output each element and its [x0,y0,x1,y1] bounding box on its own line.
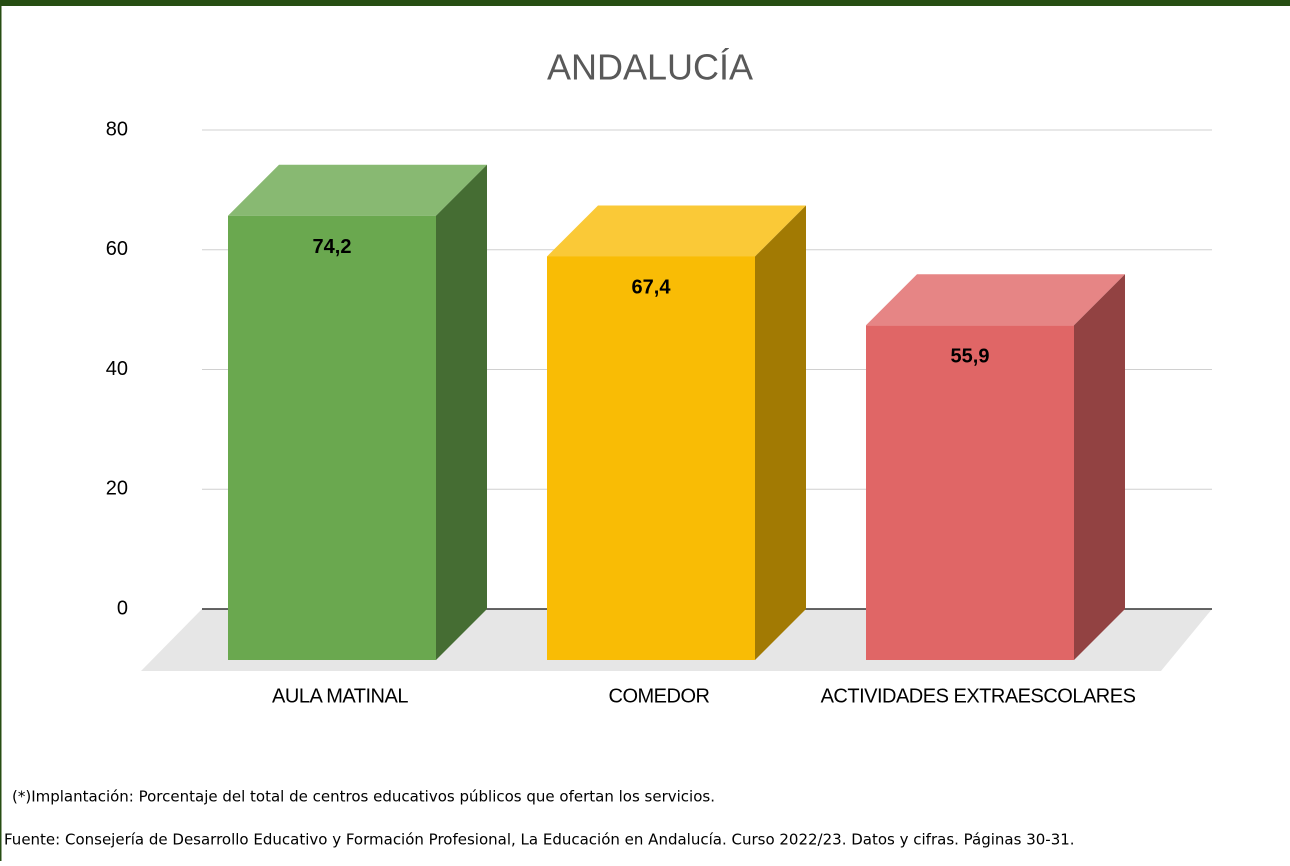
footnote: (*)Implantación: Porcentaje del total de… [12,788,715,806]
bar-top [547,205,806,257]
y-tick-label: 80 [106,118,128,140]
bar-side [755,205,806,660]
bar-top [866,274,1125,326]
bar [547,256,755,660]
bar-top [228,164,487,216]
bar-side [436,164,487,661]
value-label: 55,9 [951,346,990,368]
x-tick-label: ACTIVIDADES EXTRAESCOLARES [821,685,1136,707]
y-tick-label: 20 [106,478,128,500]
value-label: 67,4 [632,277,672,299]
source: Fuente: Consejería de Desarrollo Educati… [4,831,1075,849]
y-tick-label: 60 [106,238,128,260]
bar-side [1074,274,1125,660]
y-tick-label: 0 [117,597,128,619]
y-tick-label: 40 [106,358,128,380]
left-border [0,0,2,861]
bar [228,215,436,661]
top-border [0,0,1290,6]
x-tick-label: AULA MATINAL [272,685,408,707]
value-label: 74,2 [313,236,352,258]
x-tick-label: COMEDOR [609,685,710,707]
chart-title: ANDALUCÍA [547,47,753,88]
bar [866,325,1074,660]
